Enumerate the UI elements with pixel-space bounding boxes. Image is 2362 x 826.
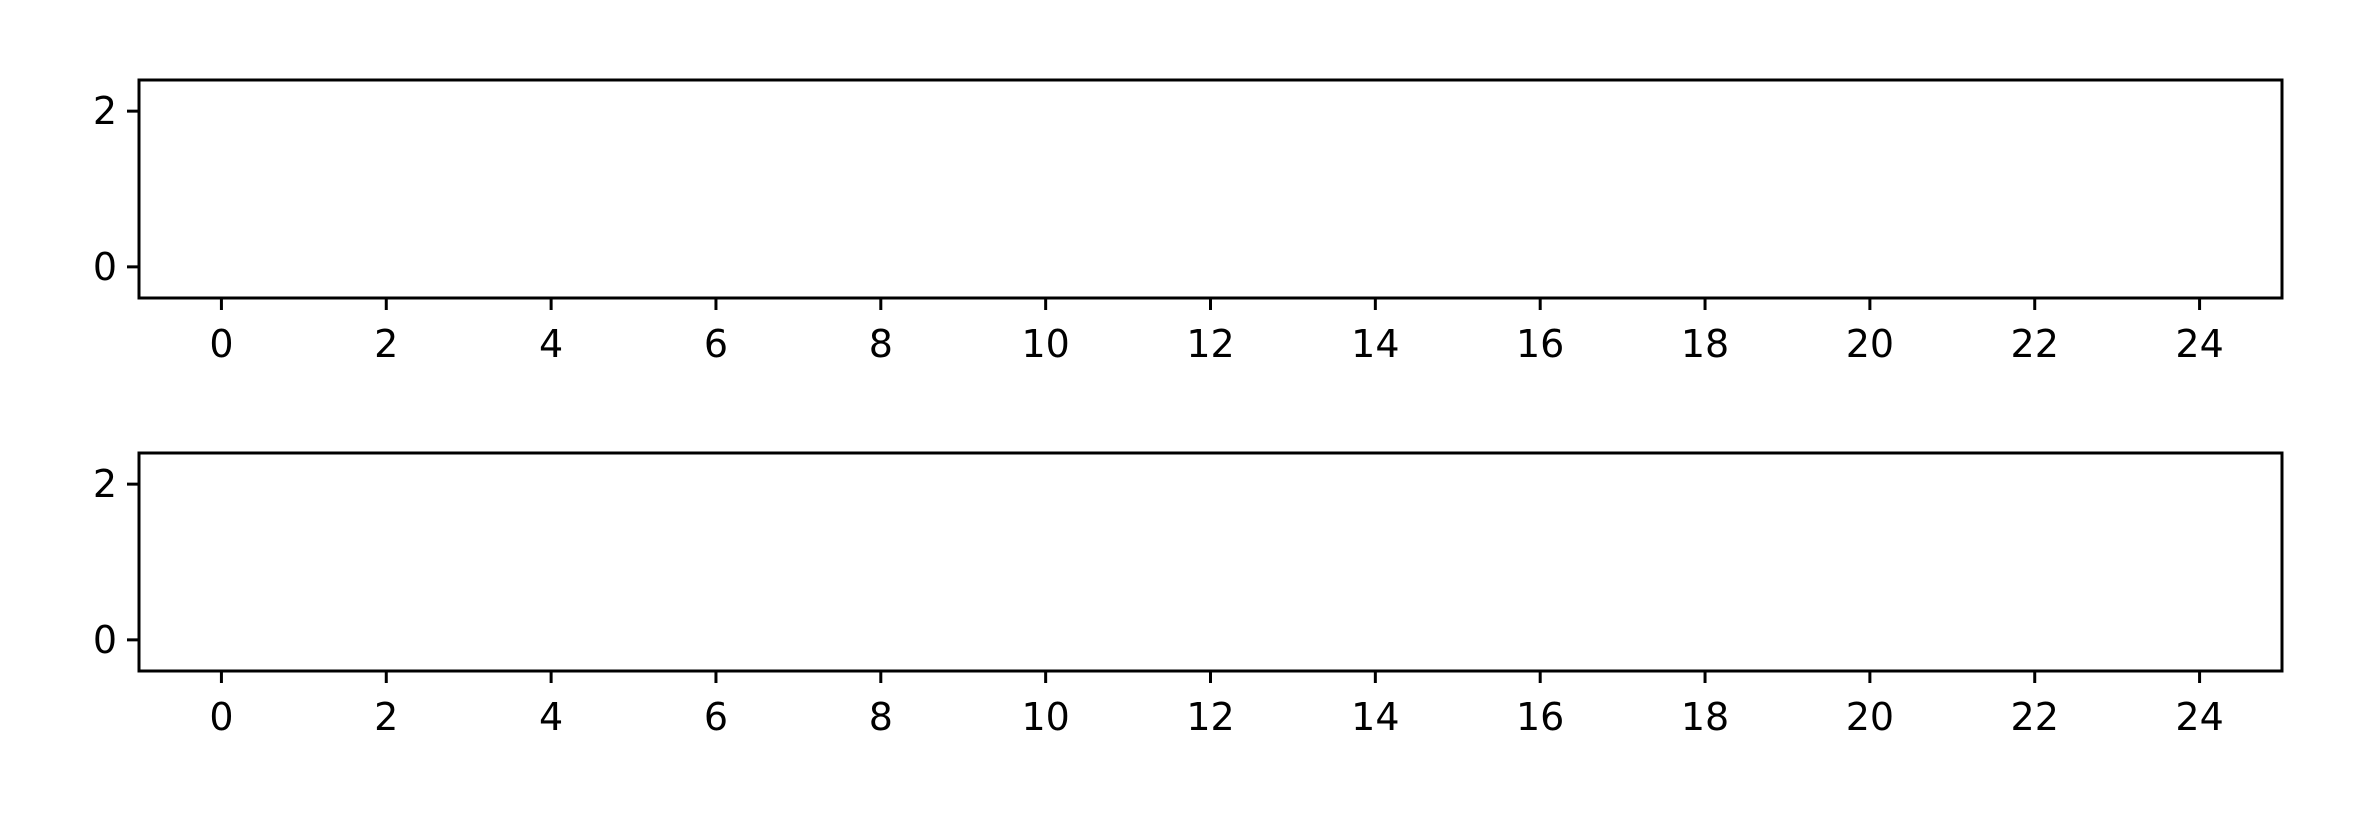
x-tick-label: 10 [1021,322,1069,366]
y-axis: 02 [93,462,139,662]
x-tick-label: 22 [2011,322,2059,366]
x-tick-label: 16 [1516,695,1564,739]
x-tick-label: 4 [539,695,563,739]
x-tick-label: 18 [1681,695,1729,739]
x-tick-label: 2 [374,695,398,739]
x-tick-label: 6 [704,322,728,366]
x-axis: 0 2 4 6 8 10 12 14 16 18 20 22 24 [209,671,2224,739]
logo-panel-bottom: GAGAATAGCGCAGAATAGAGGAGAATTGTGGAGAATTGTG… [93,451,2284,739]
x-tick-label: 14 [1351,322,1399,366]
x-tick-label: 2 [374,322,398,366]
x-tick-label: 16 [1516,322,1564,366]
x-tick-label: 4 [539,322,563,366]
x-tick-label: 20 [1846,322,1894,366]
axes-frame [137,78,2284,300]
x-tick-label: 8 [869,695,893,739]
x-tick-label: 10 [1021,695,1069,739]
x-tick-label: 20 [1846,695,1894,739]
x-tick-label: 8 [869,322,893,366]
x-tick-label: 18 [1681,322,1729,366]
y-tick-label: 2 [93,89,117,133]
logo-panel-top: GCAACTTCAGTAAGTACTGATGTCAGAGCTCATAGATCTA… [93,78,2284,366]
y-tick-label: 2 [93,462,117,506]
x-tick-label: 12 [1186,322,1234,366]
x-tick-label: 0 [209,322,233,366]
x-tick-label: 12 [1186,695,1234,739]
x-tick-label: 14 [1351,695,1399,739]
x-tick-label: 24 [2175,695,2223,739]
x-tick-label: 24 [2175,322,2223,366]
y-axis: 02 [93,89,139,289]
x-tick-label: 0 [209,695,233,739]
axes-frame [137,451,2284,673]
y-tick-label: 0 [93,245,117,289]
x-axis: 0 2 4 6 8 10 12 14 16 18 20 22 24 [209,298,2224,366]
x-tick-label: 22 [2011,695,2059,739]
x-tick-label: 6 [704,695,728,739]
y-tick-label: 0 [93,618,117,662]
